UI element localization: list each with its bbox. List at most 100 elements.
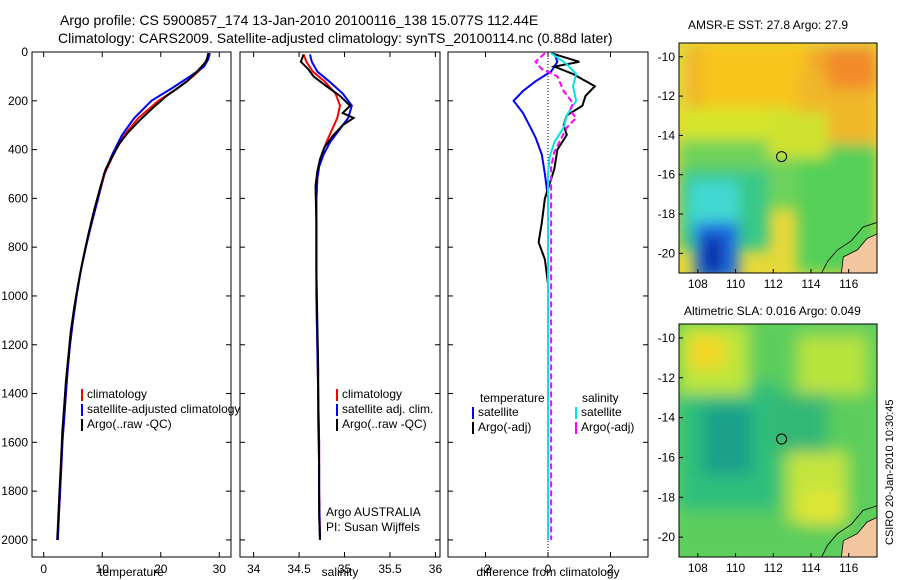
panel-temperature: 0 10 20 30 0 200 400 600 800 1000 1200 1400 1600 1800… (1, 45, 240, 579)
salinity-xtick-label: 34 (247, 562, 261, 576)
temperature-plot-frame (31, 51, 232, 558)
depth-tick-label: 600 (8, 191, 28, 205)
temperature-xtick-label: 30 (213, 562, 227, 576)
panel-salinity: 34 34.5 35 35.5 36 salinity climatologysatelli… (239, 51, 443, 579)
sst-map-frame (678, 42, 878, 274)
diff-legend-temp-label: satellite (478, 405, 519, 419)
sla-field-patch (702, 405, 753, 476)
sst-field-patch (827, 47, 877, 89)
temperature-xtick-label: 10 (96, 562, 110, 576)
sst-lat-tick-label: -14 (658, 128, 676, 142)
depth-tick-label: 1800 (1, 484, 28, 498)
sst-lat-tick-label: -12 (658, 89, 676, 103)
depth-tick-label: 1600 (1, 435, 28, 449)
sla-lat-tick-label: -12 (658, 371, 676, 385)
sla-lat-tick-label: -10 (658, 331, 676, 345)
salinity-legend-label: Argo(..raw -QC) (342, 417, 427, 431)
difference-xtick-label: 0 (545, 562, 552, 576)
sla-coastline (821, 505, 877, 557)
sst-lon-tick-label: 108 (688, 277, 708, 291)
diff-legend-temp-label: Argo(-adj) (478, 420, 531, 434)
sla-field-blobs (679, 324, 877, 557)
sla-lat-tick-label: -20 (658, 530, 676, 544)
difference-xlabel: difference from climatology (476, 565, 619, 579)
diff-legend-salinity-title: salinity (582, 391, 619, 405)
sla-field-patch (768, 393, 828, 453)
sla-lon-tick-label: 114 (801, 561, 820, 575)
sst-lon-tick-label: 112 (764, 277, 783, 291)
sst-coastline (821, 222, 877, 273)
sla-field-patch (801, 491, 842, 525)
sla-lon-tick-label: 112 (764, 561, 783, 575)
depth-tick-label: 400 (8, 143, 28, 157)
diff-legend-sal-label: satellite (581, 405, 622, 419)
argo-annotation: PI: Susan Wijffels (326, 520, 420, 534)
sla-map-frame (678, 323, 878, 558)
salinity-xtick-label: 35 (338, 562, 352, 576)
salinity-plot-frame (239, 51, 441, 558)
sst-lon-tick-label: 114 (801, 277, 820, 291)
sla-lat-tick-label: -18 (658, 490, 676, 504)
sla-lon-tick-label: 108 (688, 561, 708, 575)
sla-field-patch (688, 335, 725, 369)
diff-legend-temperature-title: temperature (480, 391, 545, 405)
difference-xtick-label: -2 (480, 562, 491, 576)
salinity-xtick-label: 36 (429, 562, 443, 576)
sla-lon-tick-label: 116 (839, 561, 858, 575)
salinity-series-group (299, 54, 356, 540)
temperature-legend-label: satellite-adjusted climatology (87, 402, 240, 416)
salinity-xtick-label: 35.5 (378, 562, 402, 576)
sst-field (679, 43, 877, 273)
panel-sst-map: 108 110 112 114 116 -10 -12 -14 -16 -18 -20 (658, 42, 878, 291)
salinity-legend-label: satellite adj. clim. (342, 402, 433, 416)
depth-tick-label: 2000 (1, 533, 28, 547)
sst-field-patch (698, 43, 808, 112)
sst-lat-tick-label: -10 (658, 50, 676, 64)
diff-legend-sal-label: Argo(-adj) (581, 420, 634, 434)
sla-argo-position-marker (776, 433, 788, 445)
sla-field-patch (797, 335, 868, 394)
salinity-legend-label: climatology (342, 387, 402, 401)
sst-land (840, 233, 877, 273)
depth-tick-label: 1200 (1, 338, 28, 352)
sla-land (840, 516, 877, 557)
sst-field-patch (702, 236, 723, 273)
sst-lat-tick-label: -18 (658, 207, 676, 221)
sla-lon-tick-label: 110 (726, 561, 745, 575)
temperature-xtick-label: 20 (154, 562, 168, 576)
sst-argo-position-marker (776, 151, 788, 163)
sla-field (679, 324, 877, 557)
temperature-xtick-label: 0 (40, 562, 47, 576)
depth-tick-label: 1400 (1, 387, 28, 401)
sst-lon-tick-label: 116 (839, 277, 858, 291)
sst-map-title: AMSR-E SST: 27.8 Argo: 27.9 (688, 18, 849, 32)
argo-annotation: Argo AUSTRALIA (326, 505, 421, 519)
depth-tick-label: 0 (21, 45, 28, 59)
depth-tick-label: 200 (8, 94, 28, 108)
sla-lat-tick-label: -14 (658, 411, 676, 425)
sst-lon-tick-label: 110 (726, 277, 745, 291)
footer-credit: CSIRO 20-Jan-2010 10:30:45 (884, 399, 896, 545)
difference-series-argo_diff-line (534, 52, 578, 540)
temperature-legend-label: climatology (87, 387, 147, 401)
temperature-series-argo-line (56, 53, 210, 540)
depth-tick-label: 1000 (1, 289, 28, 303)
panel-sla-map: 108 110 112 114 116 -10 -12 -14 -16 -18 -20 (658, 323, 878, 575)
temperature-xlabel: temperature (99, 565, 164, 579)
temperature-series-group (56, 52, 211, 540)
sla-lat-tick-label: -16 (658, 450, 676, 464)
sst-field-patch (768, 112, 828, 158)
difference-series-group (512, 52, 597, 540)
salinity-series-argo-line (299, 54, 356, 540)
figure-title-line2: Climatology: CARS2009. Satellite-adjuste… (58, 30, 613, 46)
depth-tick-label: 800 (8, 240, 28, 254)
salinity-xlabel: salinity (322, 565, 359, 579)
sst-lat-tick-label: -16 (658, 168, 676, 182)
sst-lat-tick-label: -20 (658, 246, 676, 260)
temperature-legend-label: Argo(..raw -QC) (87, 417, 172, 431)
difference-xtick-label: 2 (607, 562, 614, 576)
difference-series-sat_diff-line (547, 52, 578, 540)
salinity-xtick-label: 34.5 (287, 562, 311, 576)
